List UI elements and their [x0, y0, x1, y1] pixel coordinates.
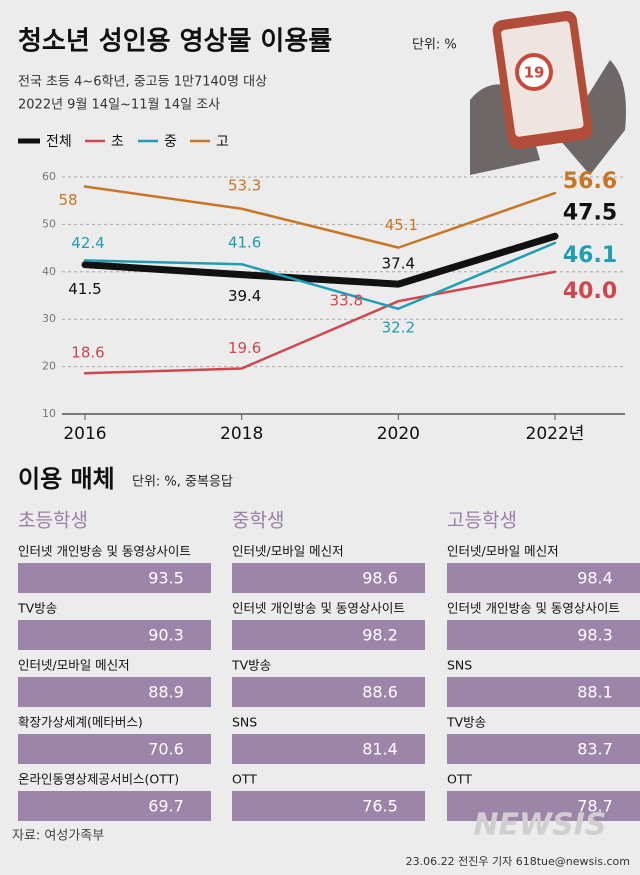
item-label: 인터넷 개인방송 및 동영상사이트 — [447, 601, 620, 616]
item-box — [232, 791, 425, 821]
item-value: 69.7 — [148, 797, 184, 816]
item-label: SNS — [447, 658, 472, 673]
item-value: 90.3 — [148, 626, 184, 645]
group-title: 중학생 — [232, 510, 284, 532]
legend-label: 초 — [111, 134, 124, 150]
item-value: 81.4 — [362, 740, 398, 759]
value-label: 53.3 — [228, 176, 261, 194]
y-tick-label: 10 — [42, 407, 56, 420]
item-label: TV방송 — [231, 658, 271, 673]
item-box — [447, 620, 640, 650]
item-label: 인터넷/모바일 메신저 — [18, 658, 130, 673]
item-box — [232, 563, 425, 593]
y-tick-label: 20 — [42, 360, 56, 373]
y-tick-label: 50 — [42, 217, 56, 230]
source: 자료: 여성가족부 — [12, 829, 104, 844]
group-title: 초등학생 — [18, 510, 88, 532]
item-label: 인터넷/모바일 메신저 — [232, 544, 344, 559]
item-value: 70.6 — [148, 740, 184, 759]
section-unit: 단위: %, 중복응답 — [132, 475, 233, 490]
item-label: 인터넷/모바일 메신저 — [447, 544, 559, 559]
y-tick-label: 40 — [42, 265, 56, 278]
item-box — [232, 734, 425, 764]
item-label: OTT — [232, 772, 257, 787]
line-chart: 10 20 30 40 50 60 2016 2018 2020 2022년 41.5 39.4 37.… — [42, 169, 625, 444]
item-label: TV방송 — [17, 601, 57, 616]
value-label: 37.4 — [382, 255, 415, 273]
series-line — [83, 185, 557, 249]
item-box — [232, 620, 425, 650]
y-tick-label: 60 — [42, 170, 56, 183]
legend-label: 전체 — [46, 134, 72, 150]
badge — [515, 53, 553, 91]
value-label: 32.2 — [382, 318, 415, 336]
legend: 전체 초 중 고 — [18, 134, 229, 150]
item-box — [18, 563, 211, 593]
item-box — [447, 677, 640, 707]
value-label: 58 — [58, 191, 77, 209]
phone-illustration: 19 — [470, 10, 626, 175]
item-value: 98.4 — [577, 569, 613, 588]
item-value: 83.7 — [577, 740, 613, 759]
item-box — [18, 791, 211, 821]
value-label: 42.4 — [71, 234, 104, 252]
x-tick-label: 2016 — [63, 424, 106, 444]
unit: 단위: % — [412, 38, 457, 53]
item-value: 93.5 — [148, 569, 184, 588]
item-box — [447, 563, 640, 593]
item-box — [18, 620, 211, 650]
item-box — [18, 734, 211, 764]
value-label: 45.1 — [385, 216, 418, 234]
item-box — [18, 677, 211, 707]
legend-label: 고 — [216, 134, 229, 150]
series-line — [81, 232, 559, 288]
y-tick-label: 30 — [42, 312, 56, 325]
value-label: 40.0 — [563, 279, 617, 304]
value-label: 19.6 — [228, 339, 261, 357]
value-label: 56.6 — [563, 169, 617, 194]
value-label: 33.8 — [330, 292, 363, 310]
value-label: 41.6 — [228, 234, 261, 252]
item-value: 88.6 — [362, 683, 398, 702]
value-label: 47.5 — [563, 200, 617, 225]
item-label: 인터넷 개인방송 및 동영상사이트 — [232, 601, 405, 616]
item-box — [447, 734, 640, 764]
item-label: OTT — [447, 772, 472, 787]
subtitle: 전국 초등 4~6학년, 중고등 1만7140명 대상 — [18, 75, 267, 90]
item-box — [447, 791, 640, 821]
item-value: 76.5 — [362, 797, 398, 816]
value-label: 18.6 — [71, 344, 104, 362]
legend-label: 중 — [164, 134, 177, 150]
series-line — [83, 270, 557, 375]
series-line — [83, 241, 557, 311]
value-label: 39.4 — [228, 287, 261, 305]
item-value: 98.3 — [577, 626, 613, 645]
item-value: 98.6 — [362, 569, 398, 588]
value-label: 46.1 — [563, 243, 617, 268]
title: 청소년 성인용 영상물 이용률 — [18, 27, 332, 57]
item-label: SNS — [232, 715, 257, 730]
item-value: 88.9 — [148, 683, 184, 702]
item-label: 인터넷 개인방송 및 동영상사이트 — [18, 544, 191, 559]
credit: 23.06.22 전진우 기자 618tue@newsis.com — [406, 855, 630, 868]
item-value: 98.2 — [362, 626, 398, 645]
item-value: 88.1 — [577, 683, 613, 702]
x-tick-label: 2018 — [220, 424, 263, 444]
x-tick-label: 2022년 — [526, 424, 585, 444]
item-label: TV방송 — [446, 715, 486, 730]
item-box — [232, 677, 425, 707]
item-value: 78.7 — [577, 797, 613, 816]
section-title: 이용 매체 — [18, 465, 115, 493]
x-tick-label: 2020 — [377, 424, 420, 444]
group-title: 고등학생 — [447, 510, 517, 532]
value-label: 41.5 — [68, 280, 101, 298]
watermark: NEWSIS — [473, 808, 606, 843]
badge-label: 19 — [524, 64, 545, 82]
subtitle: 2022년 9월 14일~11월 14일 조사 — [18, 98, 220, 113]
item-label: 확장가상세계(메타버스) — [18, 715, 143, 730]
hand — [560, 60, 626, 175]
item-label: 온라인동영상제공서비스(OTT) — [18, 772, 179, 787]
